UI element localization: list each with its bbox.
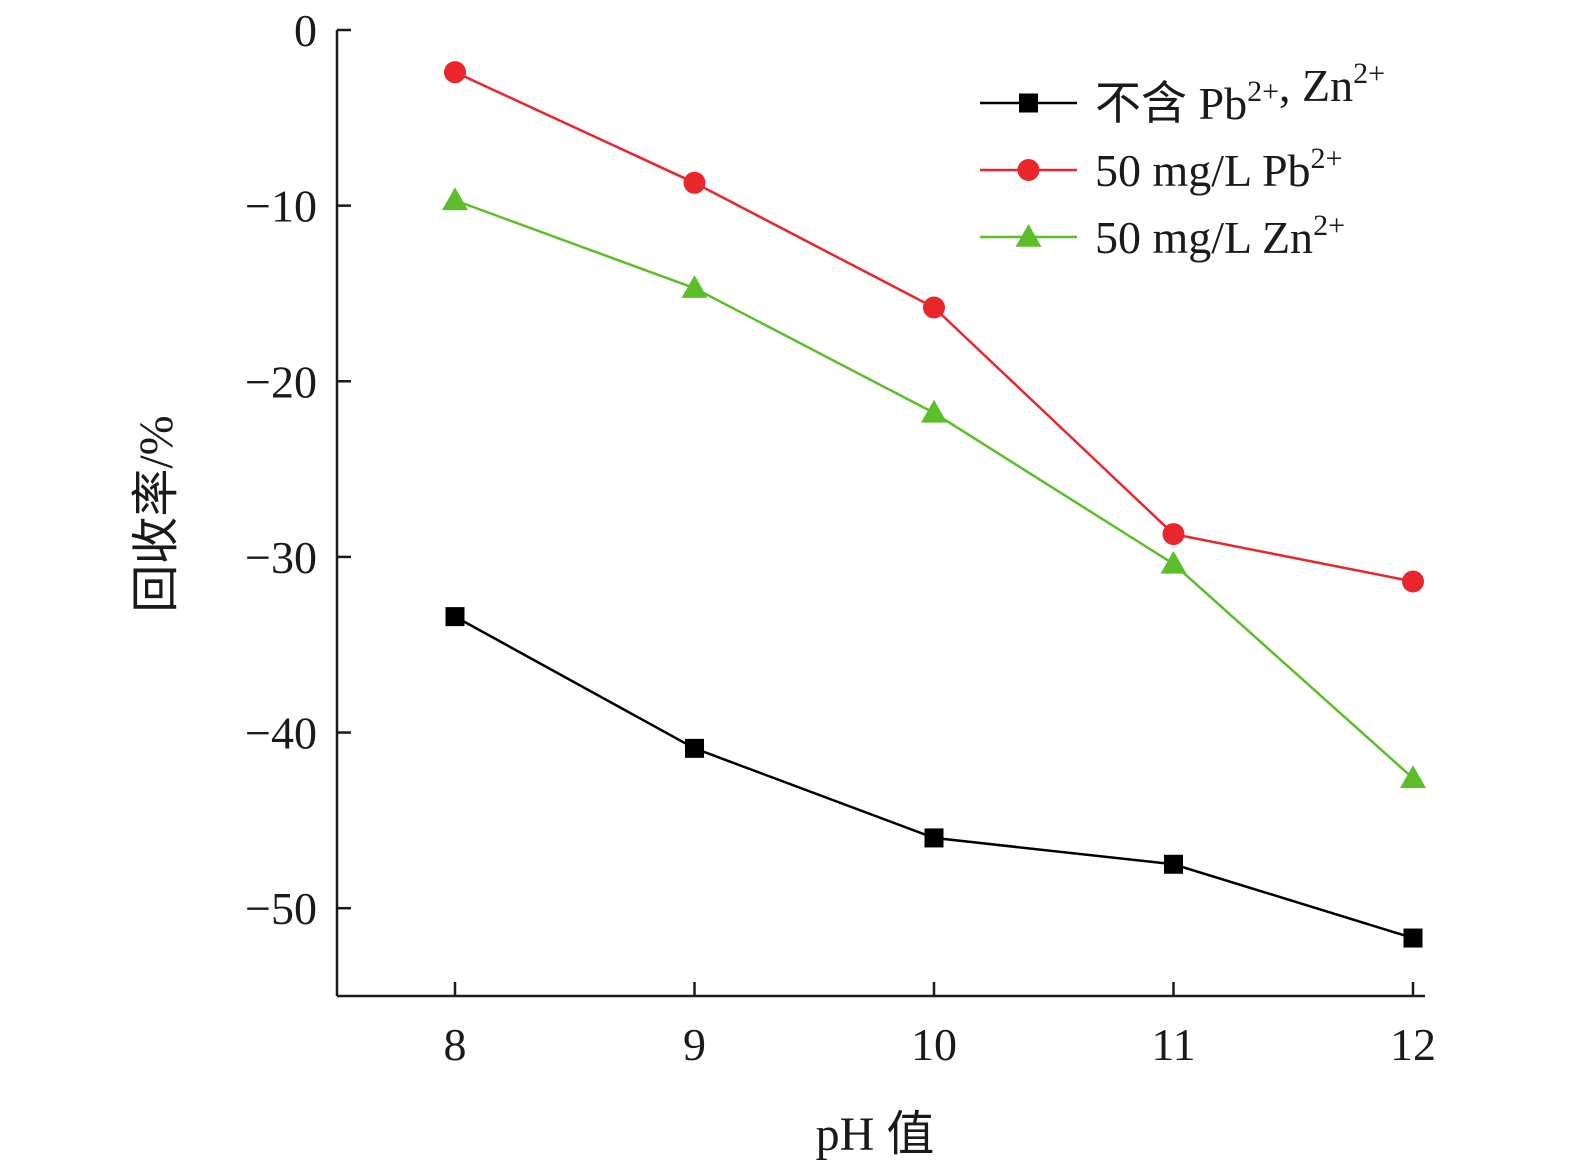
series-triangle — [442, 187, 1426, 788]
data-point — [1400, 765, 1426, 788]
series-line — [454, 615, 1414, 940]
y-tick-label: 0 — [294, 5, 317, 56]
series-line — [454, 199, 1414, 780]
data-point — [924, 828, 944, 848]
data-point — [1164, 854, 1183, 874]
series-layer — [442, 61, 1426, 948]
data-point — [442, 187, 468, 211]
legend-marker — [1019, 93, 1038, 113]
legend-entry: 不含 Pb2+, Zn2+ — [980, 57, 1385, 129]
data-point — [445, 607, 465, 627]
legend-label: 50 mg/L Zn2+ — [1095, 209, 1345, 263]
data-point — [681, 275, 708, 298]
y-tick-label: −40 — [245, 708, 317, 759]
legend-marker — [1017, 159, 1040, 181]
x-axis-title: pH 值 — [816, 1108, 935, 1161]
x-tick-label: 12 — [1390, 1019, 1436, 1070]
data-point — [1162, 523, 1185, 546]
x-tick-label: 9 — [683, 1019, 706, 1070]
data-point — [685, 738, 704, 758]
x-tick-label: 11 — [1151, 1019, 1195, 1070]
series-square — [445, 607, 1423, 948]
legend-entry: 50 mg/L Zn2+ — [980, 209, 1345, 263]
x-ticks: 8 9 10 11 12 — [444, 982, 1436, 1070]
data-point — [1160, 550, 1187, 574]
axes — [335, 30, 1425, 998]
data-point — [683, 171, 706, 194]
y-tick-label: −20 — [245, 356, 317, 407]
legend: 不含 Pb2+, Zn2+ 50 mg/L Pb2+ 50 mg/L Zn2+ — [980, 57, 1385, 263]
legend-label: 不含 Pb2+, Zn2+ — [1095, 57, 1385, 129]
y-tick-label: −10 — [245, 181, 317, 232]
data-point — [444, 61, 466, 84]
data-point — [921, 399, 947, 423]
series-circle — [444, 61, 1424, 593]
legend-marker — [1015, 224, 1042, 247]
legend-label: 50 mg/L Pb2+ — [1095, 142, 1342, 196]
y-axis-title: 回收率/% — [130, 415, 183, 612]
data-point — [923, 296, 945, 319]
y-tick-label: −30 — [245, 532, 317, 583]
y-tick-label: −50 — [245, 883, 317, 934]
data-point — [1402, 570, 1424, 593]
x-tick-label: 8 — [444, 1019, 467, 1070]
data-point — [1403, 928, 1423, 948]
legend-entry: 50 mg/L Pb2+ — [980, 142, 1342, 196]
y-ticks: 0 −10 −20 −30 −40 −50 — [245, 5, 351, 934]
x-tick-label: 10 — [911, 1019, 957, 1070]
